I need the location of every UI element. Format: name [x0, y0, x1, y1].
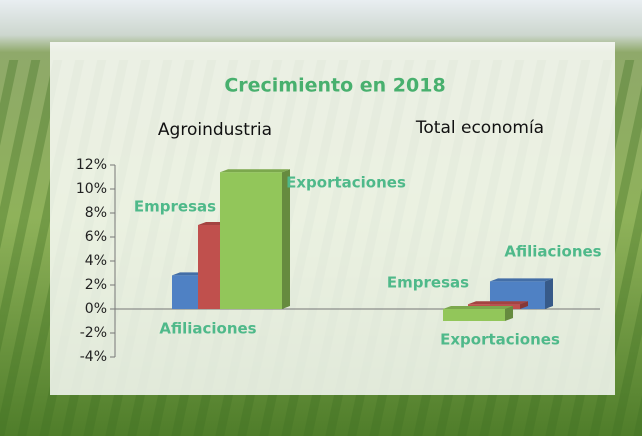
- y-tick-label: -4%: [80, 349, 107, 365]
- y-tick-label: 2%: [85, 277, 107, 293]
- bar-side: [505, 306, 513, 321]
- y-tick-label: 6%: [85, 229, 107, 245]
- series-label: Empresas: [134, 198, 216, 216]
- bar-side: [520, 301, 528, 309]
- bar-top: [490, 278, 553, 282]
- bar-top: [220, 169, 290, 173]
- chart-title: Crecimiento en 2018: [224, 75, 445, 97]
- category-label: Agroindustria: [158, 120, 272, 140]
- y-tick-label: 10%: [76, 181, 107, 197]
- panel: [50, 42, 615, 395]
- series-label: Afiliaciones: [159, 320, 256, 338]
- bar-top: [468, 301, 528, 305]
- y-tick-label: 0%: [85, 301, 107, 317]
- y-tick-label: 4%: [85, 253, 107, 269]
- series-label: Exportaciones: [440, 331, 560, 349]
- series-label: Afiliaciones: [504, 243, 601, 261]
- category-label: Total economía: [415, 118, 544, 138]
- series-label: Empresas: [387, 274, 469, 292]
- y-tick-label: 12%: [76, 157, 107, 173]
- bar-side: [282, 169, 290, 309]
- y-tick-label: -2%: [80, 325, 107, 341]
- bar-top: [443, 306, 513, 309]
- bar: [220, 172, 282, 309]
- bar: [443, 309, 505, 321]
- y-tick-label: 8%: [85, 205, 107, 221]
- bar-side: [545, 278, 553, 309]
- series-label: Exportaciones: [286, 174, 406, 192]
